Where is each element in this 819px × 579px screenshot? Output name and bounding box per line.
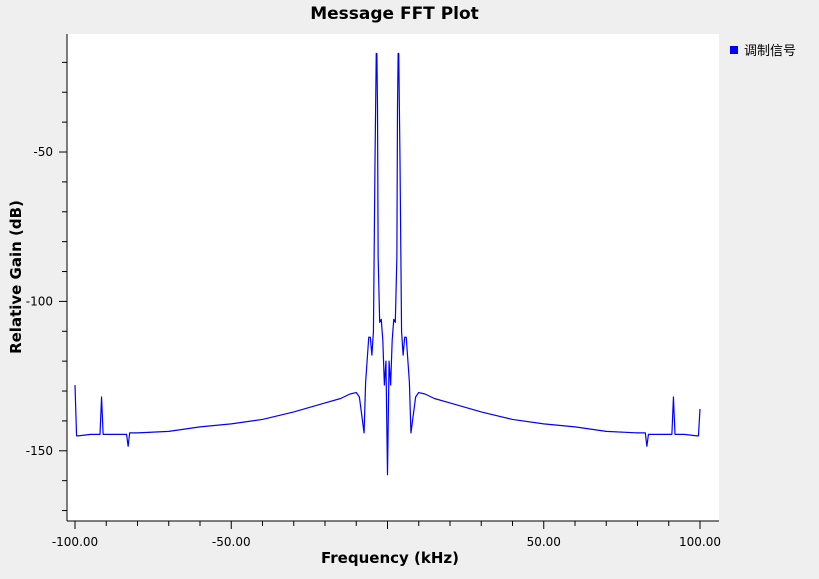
x-tick-label: -100.00	[52, 535, 98, 549]
plot-area	[67, 34, 719, 521]
x-tick-label: 50.00	[527, 535, 561, 549]
x-tick-label: 100.00	[679, 535, 721, 549]
y-axis-label: Relative Gain (dB)	[7, 200, 25, 354]
series-group	[74, 52, 701, 476]
legend-label: 调制信号	[744, 44, 797, 59]
y-ticks: -50 -100 -150	[26, 145, 67, 458]
y-tick-label: -150	[26, 444, 53, 458]
series-line	[74, 52, 701, 476]
legend[interactable]: 调制信号	[730, 40, 796, 59]
x-ticks: -100.00 -50.00 50.00 100.00	[52, 521, 721, 549]
y-tick-label: -100	[26, 294, 53, 308]
y-minor-ticks	[62, 61, 67, 512]
x-minor-ticks	[105, 521, 670, 526]
x-tick-label: -50.00	[212, 535, 251, 549]
x-axis-label: Frequency (kHz)	[321, 549, 459, 567]
y-tick-label: -50	[33, 145, 53, 159]
chart-title: Message FFT Plot	[310, 4, 479, 24]
legend-swatch	[730, 45, 738, 54]
